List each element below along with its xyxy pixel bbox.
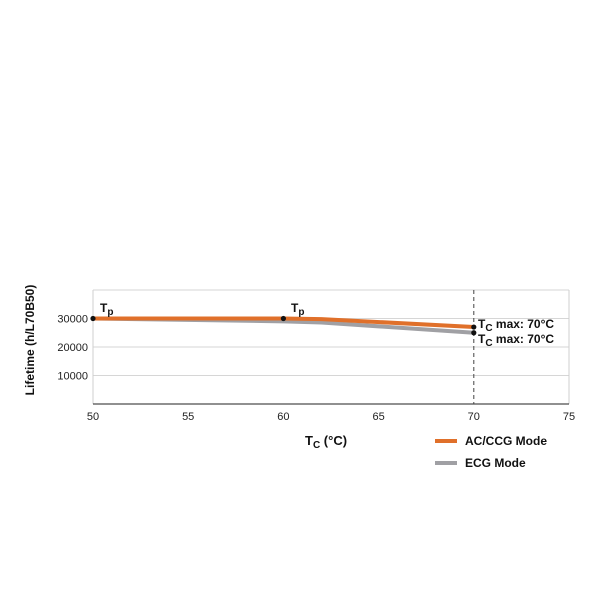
y-tick-label: 20000 xyxy=(57,342,88,354)
y-tick-label: 10000 xyxy=(57,371,88,383)
x-tick-label: 60 xyxy=(277,411,289,423)
tp-label-1: Tp xyxy=(100,301,113,318)
x-tick-label: 55 xyxy=(182,411,194,423)
y-tick-labels: 10000 20000 30000 xyxy=(57,314,88,383)
x-tick-label: 65 xyxy=(372,411,384,423)
x-axis-label: TC (°C) xyxy=(305,433,347,451)
x-tick-label: 50 xyxy=(87,411,99,423)
y-axis-label: Lifetime (h/L70B50) xyxy=(23,285,37,396)
x-tick-labels: 50 55 60 65 70 75 xyxy=(87,411,575,423)
x-tick-label: 70 xyxy=(468,411,480,423)
x-tick-label: 75 xyxy=(563,411,575,423)
data-point-marker xyxy=(280,315,286,322)
data-point-marker xyxy=(471,324,477,330)
legend-label-ecg: ECG Mode xyxy=(465,456,526,470)
series-ac-ccg-mode-line xyxy=(93,316,474,330)
legend: AC/CCG Mode ECG Mode xyxy=(435,434,547,470)
data-point-marker xyxy=(471,330,477,336)
legend-label-ac-ccg: AC/CCG Mode xyxy=(465,434,547,448)
data-point-markers xyxy=(90,315,477,336)
tp-label-2: Tp xyxy=(291,301,304,318)
tc-max-label-ac: TC max: 70°C xyxy=(478,317,554,334)
tc-max-label-ecg: TC max: 70°C xyxy=(478,332,554,349)
gridlines xyxy=(92,289,570,404)
y-tick-label: 30000 xyxy=(57,314,88,326)
data-point-marker xyxy=(90,315,96,322)
